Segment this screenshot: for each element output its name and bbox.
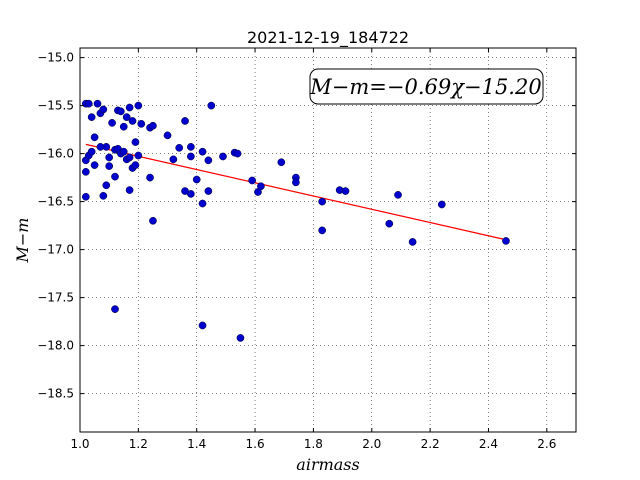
data-point [207, 101, 216, 110]
data-point [292, 178, 300, 187]
y-tick-label: −15.5 [37, 99, 74, 113]
data-point [81, 167, 90, 176]
data-point [385, 219, 394, 228]
x-tick-label: 2.6 [537, 437, 556, 451]
data-point [116, 107, 125, 116]
data-point [181, 117, 189, 125]
fit-line-group [85, 143, 507, 241]
data-point [87, 147, 96, 156]
data-point [131, 138, 140, 146]
x-tick-label: 2.4 [479, 437, 498, 451]
data-point [437, 200, 446, 209]
data-point [102, 181, 111, 190]
data-point [236, 334, 245, 342]
data-point [318, 226, 327, 235]
data-point [408, 238, 417, 246]
x-axis-label: airmass [296, 455, 359, 474]
data-point [93, 99, 102, 108]
data-point [99, 105, 108, 114]
data-point [128, 117, 137, 125]
fit-line [85, 143, 507, 241]
x-tick-label: 1.6 [246, 437, 265, 451]
data-point [204, 187, 213, 195]
fit-annotation: M−m=−0.69χ−15.20 [309, 68, 544, 105]
grid [79, 48, 576, 432]
data-point [90, 161, 99, 169]
plot-frame [79, 47, 577, 433]
y-tick-label: −15.0 [37, 51, 74, 65]
y-tick-label: −18.0 [37, 339, 74, 353]
data-point [111, 305, 119, 313]
data-point [502, 237, 510, 245]
data-point [108, 119, 116, 127]
data-point [111, 172, 119, 181]
data-point [125, 103, 134, 112]
annotation-box [309, 68, 544, 105]
data-point [219, 152, 227, 161]
ticks: 1.0 1.2 1.4 1.6 1.8 2.0 2.2 2.4 2.6 −15.0 −15.5 −16… [37, 48, 576, 451]
data-point [318, 197, 327, 206]
data-point [137, 119, 146, 128]
y-tick-label: −16.5 [37, 195, 74, 209]
y-tick-label: −16.0 [37, 147, 74, 161]
plot-area [80, 48, 576, 432]
x-tick-label: 1.0 [70, 437, 89, 451]
data-point [169, 155, 178, 164]
data-point [175, 143, 184, 152]
data-point [257, 182, 265, 191]
data-point [84, 99, 93, 108]
x-tick-label: 2.0 [362, 437, 381, 451]
data-point [233, 149, 242, 158]
data-point [198, 147, 207, 156]
data-point [96, 143, 105, 151]
y-tick-label: −17.5 [37, 291, 74, 305]
data-point [119, 147, 128, 156]
data-point [204, 156, 213, 165]
data-point [394, 191, 402, 199]
data-point [99, 191, 108, 200]
data-points [81, 99, 510, 342]
data-point [119, 122, 128, 131]
x-tick-label: 1.8 [304, 437, 323, 451]
data-point [248, 176, 256, 185]
y-tick-label: −17.0 [37, 243, 74, 257]
data-point [105, 162, 114, 170]
data-point [149, 121, 157, 130]
data-point [277, 158, 286, 167]
data-point [341, 187, 350, 195]
x-tick-label: 2.2 [421, 437, 440, 451]
data-point [187, 143, 195, 151]
data-point [105, 153, 114, 162]
data-point [134, 151, 143, 160]
data-point [87, 113, 96, 121]
x-tick-label: 1.2 [129, 437, 148, 451]
data-point [131, 161, 140, 169]
y-tick-label: −18.5 [37, 387, 74, 401]
data-point [81, 192, 90, 201]
annotation-text: M−m=−0.69χ−15.20 [309, 75, 541, 99]
data-point [149, 216, 157, 225]
x-tick-label: 1.4 [187, 437, 206, 451]
data-point [192, 175, 201, 184]
data-point [181, 187, 189, 195]
data-point [187, 152, 195, 161]
data-point [90, 133, 99, 142]
data-point [125, 153, 134, 162]
data-point [146, 173, 154, 182]
chart-title: 2021-12-19_184722 [247, 28, 409, 48]
data-point [198, 199, 207, 208]
data-point [125, 186, 134, 194]
data-point [134, 101, 143, 110]
data-point [122, 113, 131, 121]
data-point [163, 131, 172, 140]
y-axis-label: M−m [13, 218, 32, 264]
data-point [198, 321, 207, 330]
